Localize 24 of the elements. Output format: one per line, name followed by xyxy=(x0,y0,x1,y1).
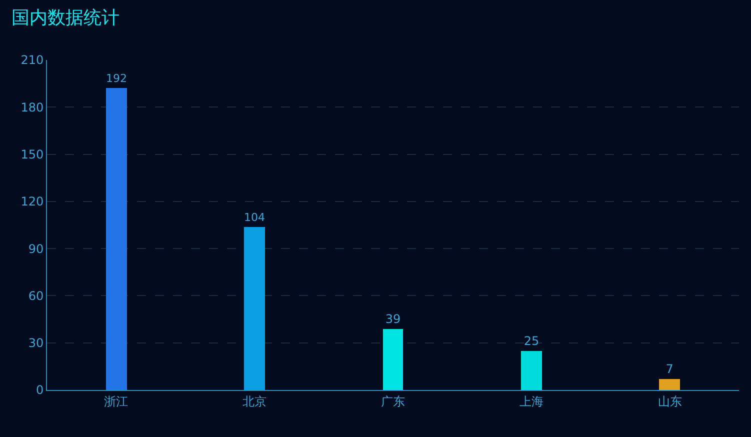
y-tick-label: 180 xyxy=(20,100,44,114)
x-tick-label: 山东 xyxy=(658,394,682,408)
x-tick-label: 广东 xyxy=(381,394,405,408)
chart-title: 国内数据统计 xyxy=(11,8,120,29)
bar xyxy=(244,227,265,390)
data-label: 104 xyxy=(244,211,265,224)
data-label: 25 xyxy=(524,334,540,348)
y-tick-label: 90 xyxy=(28,242,44,256)
bar xyxy=(521,351,542,390)
y-tick-label: 30 xyxy=(28,336,44,350)
data-label: 39 xyxy=(385,312,401,326)
y-tick-label: 60 xyxy=(28,288,44,303)
bar xyxy=(383,329,403,390)
data-label: 192 xyxy=(106,72,127,86)
x-tick-label: 上海 xyxy=(519,394,544,408)
y-tick-label: 210 xyxy=(20,53,44,68)
x-tick-label: 浙江 xyxy=(104,394,128,408)
x-tick-label: 北京 xyxy=(242,394,267,408)
y-tick-label: 150 xyxy=(20,147,44,162)
bar xyxy=(659,379,680,390)
y-tick-label: 120 xyxy=(20,194,44,209)
data-label: 7 xyxy=(666,362,674,376)
y-tick-label: 0 xyxy=(36,383,44,398)
bar xyxy=(106,88,127,390)
